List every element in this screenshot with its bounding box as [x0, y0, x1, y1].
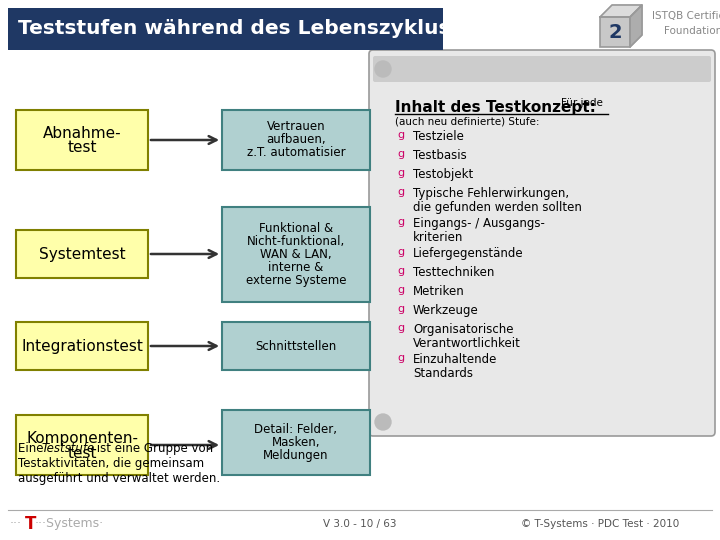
- Text: Werkzeuge: Werkzeuge: [413, 304, 479, 317]
- Text: WAN & LAN,: WAN & LAN,: [260, 248, 332, 261]
- Text: Schnittstellen: Schnittstellen: [256, 340, 337, 353]
- Text: die gefunden werden sollten: die gefunden werden sollten: [413, 201, 582, 214]
- FancyBboxPatch shape: [373, 56, 711, 82]
- Text: Organisatorische: Organisatorische: [413, 323, 513, 336]
- FancyBboxPatch shape: [16, 415, 148, 475]
- Text: g: g: [397, 149, 404, 159]
- Text: Für jede: Für jede: [561, 98, 603, 108]
- Text: interne &: interne &: [269, 261, 323, 274]
- Text: g: g: [397, 168, 404, 178]
- Polygon shape: [600, 5, 642, 17]
- Text: Testobjekt: Testobjekt: [413, 168, 473, 181]
- Text: Inhalt des Testkonzept:: Inhalt des Testkonzept:: [395, 100, 596, 115]
- Text: V 3.0 - 10 / 63: V 3.0 - 10 / 63: [323, 519, 397, 529]
- Text: Liefergegenstände: Liefergegenstände: [413, 247, 523, 260]
- Text: g: g: [397, 217, 404, 227]
- Text: z.T. automatisier: z.T. automatisier: [247, 146, 346, 159]
- Text: g: g: [397, 304, 404, 314]
- Text: test: test: [67, 446, 96, 461]
- Text: Testtechniken: Testtechniken: [413, 266, 495, 279]
- Text: g: g: [397, 323, 404, 333]
- Text: g: g: [397, 353, 404, 363]
- Text: kriterien: kriterien: [413, 231, 464, 244]
- Text: Eine: Eine: [18, 442, 48, 455]
- Text: Abnahme-: Abnahme-: [42, 125, 121, 140]
- Text: aufbauen,: aufbauen,: [266, 133, 326, 146]
- Circle shape: [375, 61, 391, 77]
- Text: externe Systeme: externe Systeme: [246, 274, 346, 287]
- FancyBboxPatch shape: [222, 110, 370, 170]
- Text: 2: 2: [608, 23, 622, 42]
- Text: g: g: [397, 130, 404, 140]
- Text: ISTQB Certified Tester
Foundation Level: ISTQB Certified Tester Foundation Level: [652, 11, 720, 36]
- FancyBboxPatch shape: [369, 50, 715, 436]
- Text: ist eine Gruppe von: ist eine Gruppe von: [93, 442, 213, 455]
- Text: Vertrauen: Vertrauen: [266, 120, 325, 133]
- Text: Komponenten-: Komponenten-: [26, 430, 138, 445]
- Text: Detail: Felder,: Detail: Felder,: [254, 423, 338, 436]
- Text: Eingangs- / Ausgangs-: Eingangs- / Ausgangs-: [413, 217, 545, 230]
- Circle shape: [375, 414, 391, 430]
- Text: ···: ···: [10, 517, 22, 530]
- Text: g: g: [397, 285, 404, 295]
- Polygon shape: [630, 5, 642, 47]
- FancyBboxPatch shape: [16, 110, 148, 170]
- Text: Integrationstest: Integrationstest: [21, 339, 143, 354]
- Text: Einzuhaltende: Einzuhaltende: [413, 353, 498, 366]
- FancyBboxPatch shape: [16, 322, 148, 370]
- Text: (auch neu definierte) Stufe:: (auch neu definierte) Stufe:: [395, 116, 539, 126]
- FancyBboxPatch shape: [222, 207, 370, 302]
- FancyBboxPatch shape: [600, 17, 630, 47]
- Text: Testbasis: Testbasis: [413, 149, 467, 162]
- Text: g: g: [397, 187, 404, 197]
- Text: Metriken: Metriken: [413, 285, 464, 298]
- Text: test: test: [67, 140, 96, 156]
- Text: T: T: [25, 515, 37, 533]
- Text: Standards: Standards: [413, 367, 473, 380]
- Text: Typische Fehlerwirkungen,: Typische Fehlerwirkungen,: [413, 187, 569, 200]
- FancyBboxPatch shape: [16, 230, 148, 278]
- Text: Teststufe: Teststufe: [41, 442, 94, 455]
- FancyBboxPatch shape: [8, 8, 443, 50]
- Text: © T-Systems · PDC Test · 2010: © T-Systems · PDC Test · 2010: [521, 519, 679, 529]
- Text: Verantwortlichkeit: Verantwortlichkeit: [413, 337, 521, 350]
- Text: g: g: [397, 247, 404, 257]
- Text: Systemtest: Systemtest: [39, 246, 125, 261]
- Text: Funktional &: Funktional &: [259, 222, 333, 235]
- Text: Meldungen: Meldungen: [264, 449, 329, 462]
- Text: g: g: [397, 266, 404, 276]
- Text: Testaktivitäten, die gemeinsam: Testaktivitäten, die gemeinsam: [18, 457, 204, 470]
- Text: Nicht-funktional,: Nicht-funktional,: [247, 235, 345, 248]
- Text: Teststufen während des Lebenszyklus: Teststufen während des Lebenszyklus: [18, 19, 451, 38]
- FancyBboxPatch shape: [222, 410, 370, 475]
- Text: ···Systems·: ···Systems·: [35, 517, 104, 530]
- Text: Masken,: Masken,: [271, 436, 320, 449]
- Text: ausgeführt und verwaltet werden.: ausgeführt und verwaltet werden.: [18, 472, 220, 485]
- Text: Testziele: Testziele: [413, 130, 464, 143]
- FancyBboxPatch shape: [222, 322, 370, 370]
